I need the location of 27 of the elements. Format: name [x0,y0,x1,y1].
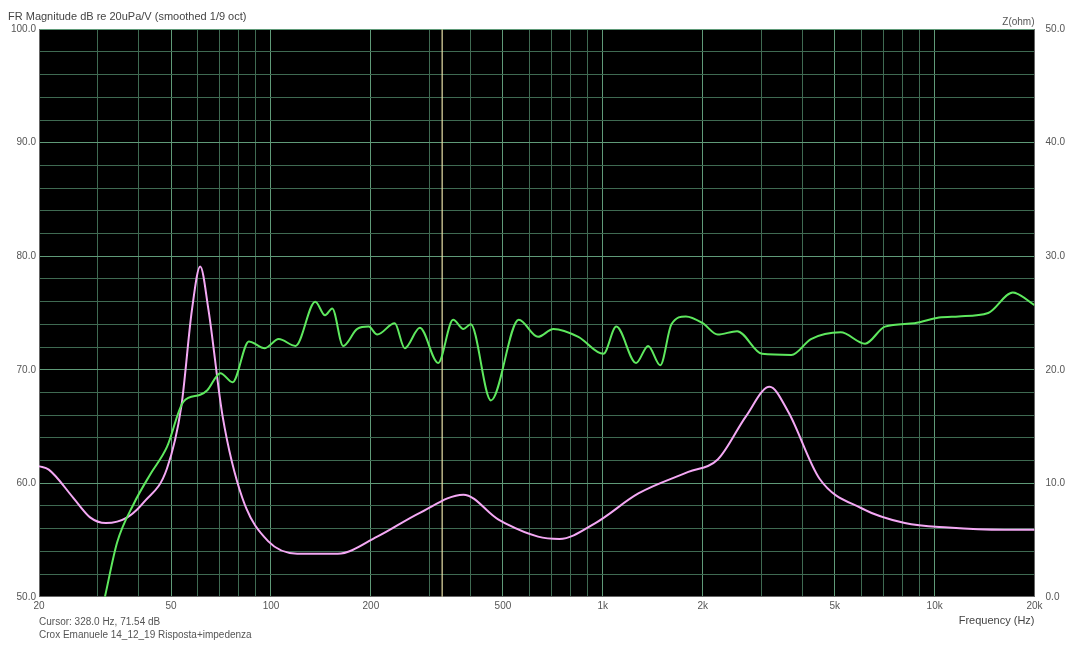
y-tick-label: 100.0 [10,22,37,34]
y2-tick-label: 0.0 [1045,590,1060,602]
y2-axis-title: Z(ohm) [1002,15,1035,27]
chart-title: FR Magnitude dB re 20uPa/V (smoothed 1/9 oct) [8,9,247,22]
y-tick-label: 80.0 [16,249,37,261]
x-tick-label: 2k [697,599,709,611]
x-tick-label: 50 [165,599,178,611]
y2-tick-label: 10.0 [1045,477,1066,489]
x-tick-label: 5k [829,599,842,611]
y-tick-label: 50.0 [16,590,37,602]
x-tick-label: 10k [926,599,944,611]
x-tick-label: 500 [494,599,512,611]
y2-tick-label: 50.0 [1045,22,1066,34]
text: Crox Emanuele 14_12_19 Risposta+impedenza [39,628,253,640]
x-tick-label: 20 [33,599,46,611]
x-axis-title: Frequency (Hz) [958,614,1035,627]
x-tick-label: 200 [362,599,380,611]
y-tick-label: 70.0 [16,363,37,375]
y2-tick-label: 30.0 [1045,249,1066,261]
text: Cursor: 328.0 Hz, 71.54 dB [39,615,161,627]
y2-tick-label: 20.0 [1045,363,1066,375]
x-tick-label: 20k [1026,599,1044,611]
y-tick-label: 90.0 [16,136,37,148]
x-tick-label: 100 [262,599,280,611]
x-tick-label: 1k [597,599,610,611]
y2-tick-label: 40.0 [1045,136,1066,148]
y-tick-label: 60.0 [16,477,37,489]
